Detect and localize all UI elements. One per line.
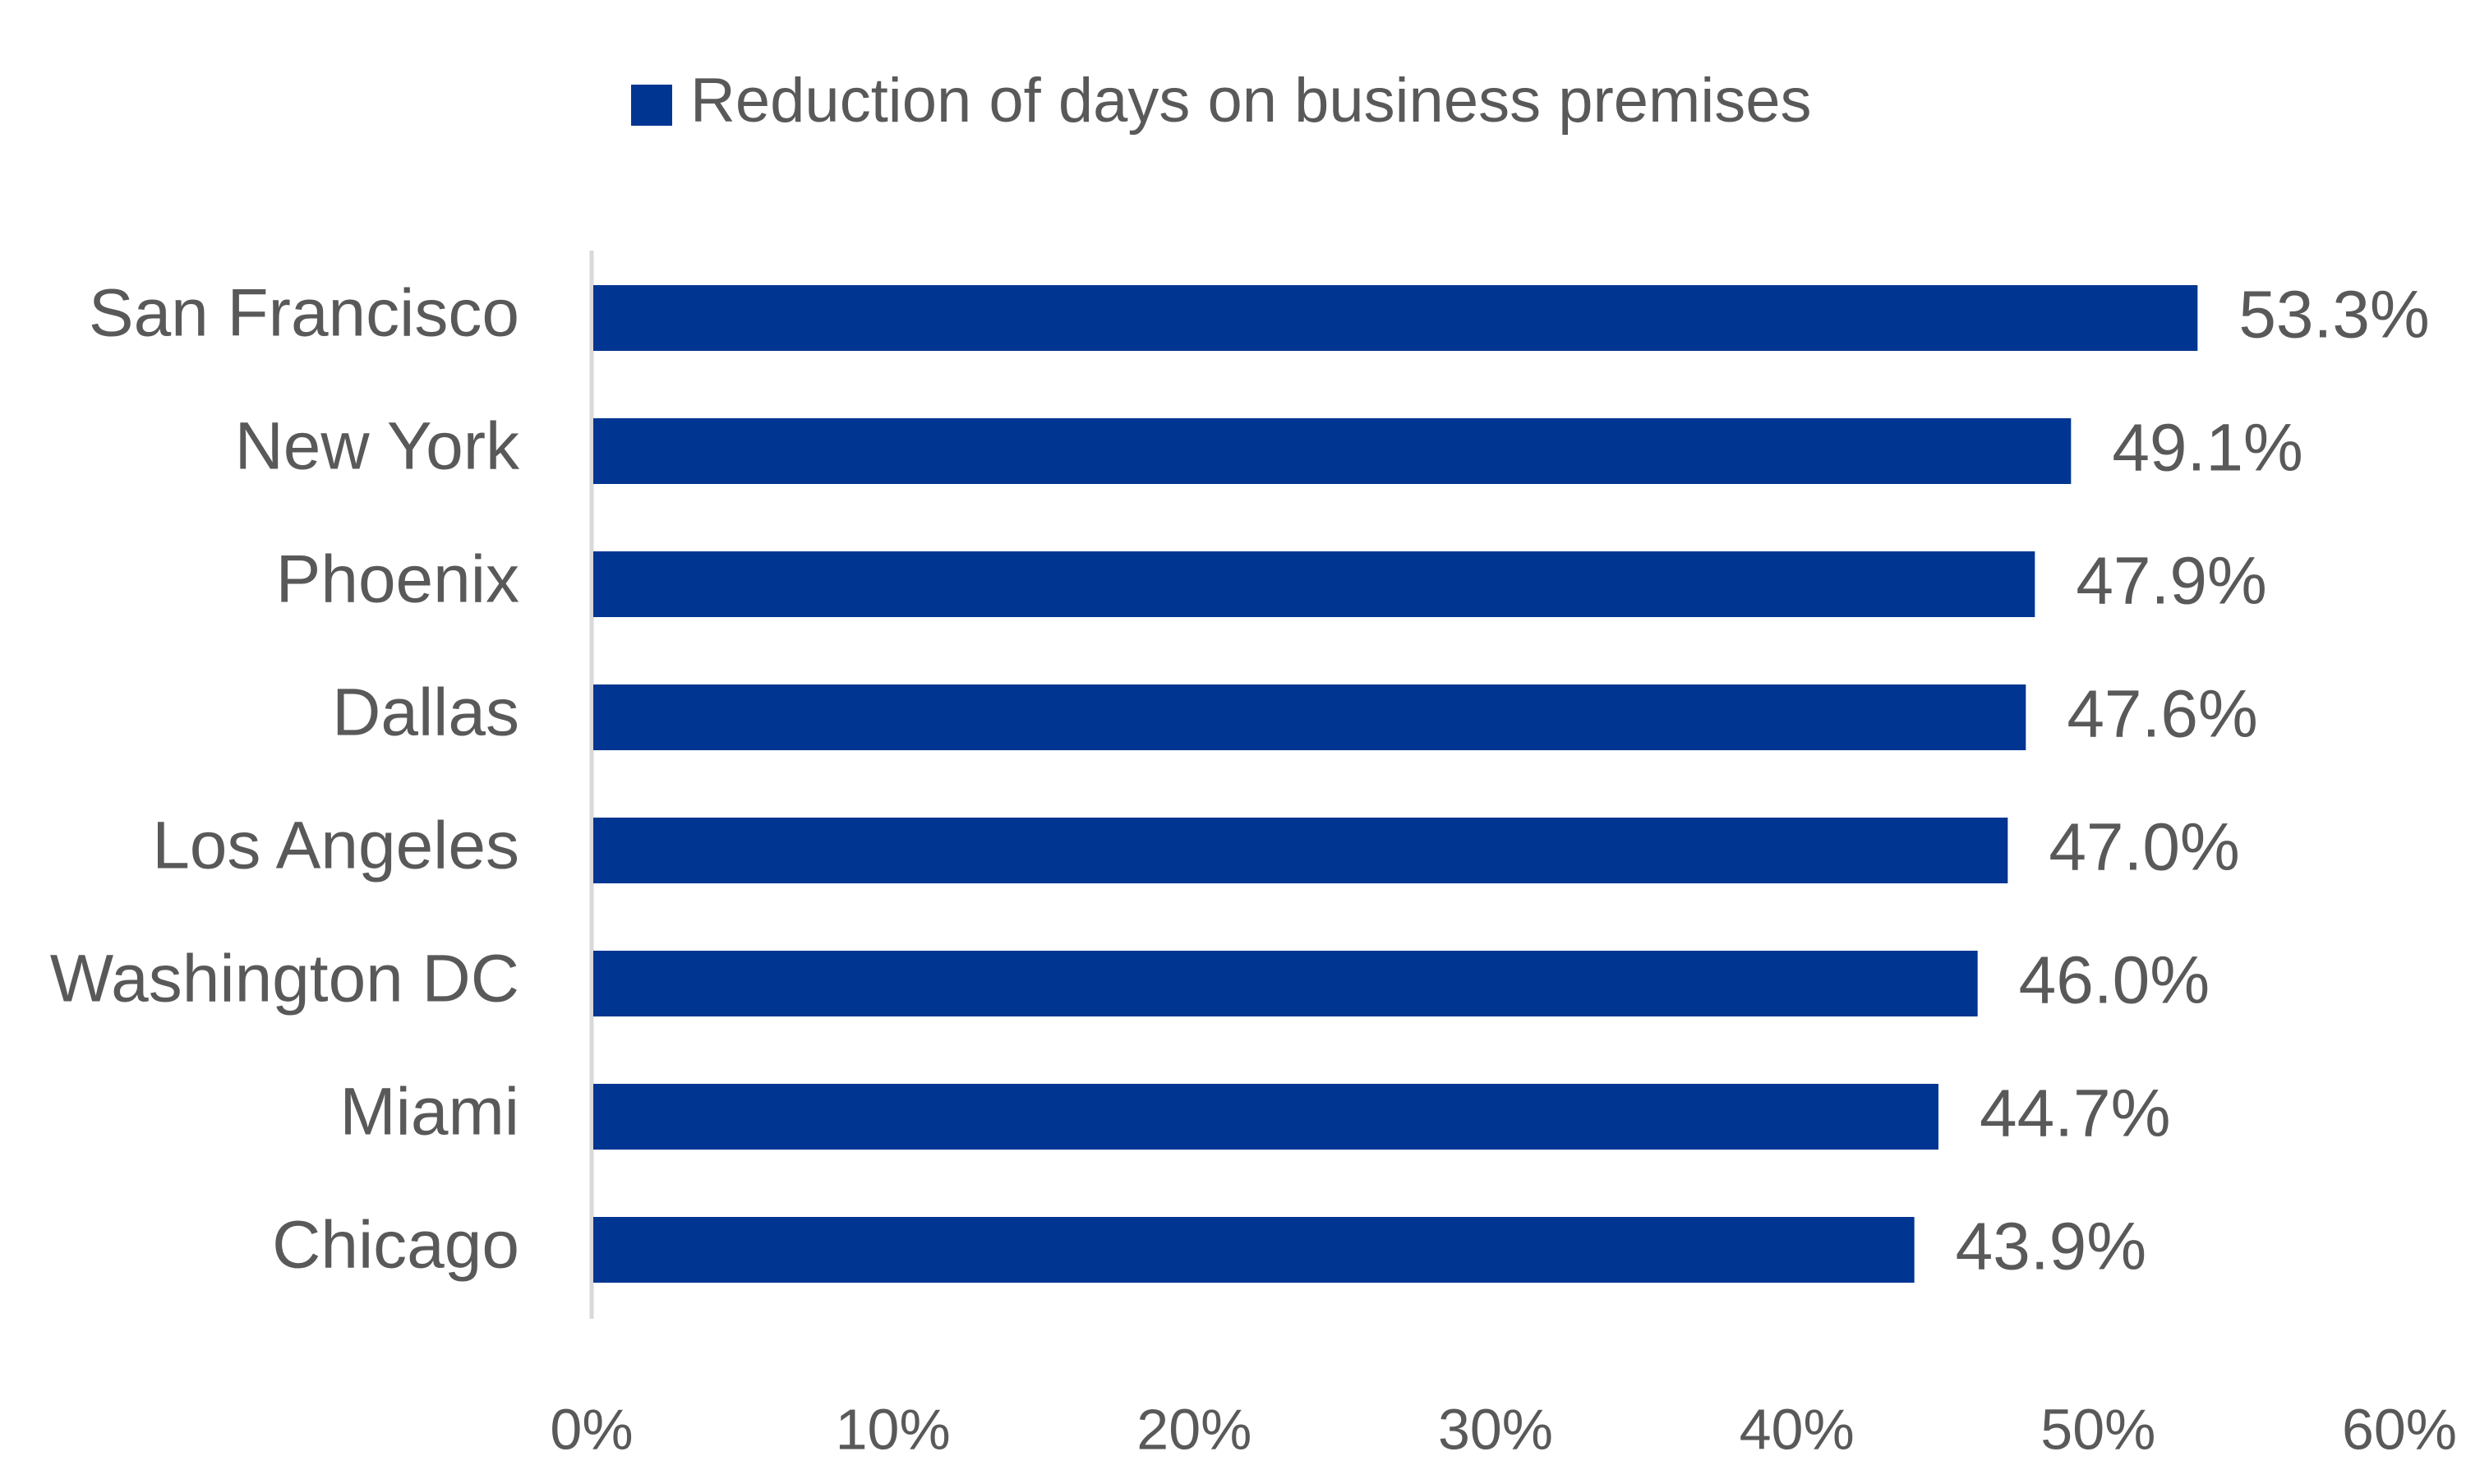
bar — [593, 285, 2198, 351]
x-tick-label: 60% — [2342, 1397, 2457, 1461]
data-label: 47.0% — [2049, 810, 2240, 885]
category-label: San Francisco — [89, 276, 519, 351]
x-tick-label: 40% — [1740, 1397, 1855, 1461]
legend: Reduction of days on business premises — [631, 66, 1812, 136]
category-label: Miami — [339, 1075, 519, 1150]
bar — [593, 951, 1978, 1016]
bar — [593, 418, 2072, 484]
x-tick-label: 10% — [836, 1397, 951, 1461]
data-label: 46.0% — [2019, 943, 2210, 1018]
x-tick-label: 0% — [550, 1397, 633, 1461]
data-label: 49.1% — [2112, 411, 2303, 486]
data-label: 43.9% — [1956, 1210, 2147, 1284]
bar — [593, 1217, 1915, 1283]
x-tick-label: 50% — [2040, 1397, 2155, 1461]
category-label: New York — [235, 409, 520, 484]
category-label: Los Angeles — [152, 809, 519, 883]
category-label: Dallas — [332, 675, 519, 750]
data-label: 53.3% — [2238, 278, 2430, 353]
bar — [593, 684, 2026, 750]
data-label: 44.7% — [1980, 1076, 2171, 1151]
legend-label: Reduction of days on business premises — [690, 66, 1812, 136]
legend-swatch — [631, 85, 672, 126]
bar — [593, 1084, 1938, 1150]
data-labels: 53.3% 49.1% 47.9% 47.6% 47.0% 46.0% 44.7% 43.9% — [1956, 278, 2430, 1284]
x-tick-label: 30% — [1438, 1397, 1553, 1461]
bars — [593, 285, 2198, 1283]
data-label: 47.6% — [2067, 677, 2258, 752]
category-label: Phoenix — [276, 542, 519, 617]
bar — [593, 551, 2035, 617]
x-tick-label: 20% — [1136, 1397, 1251, 1461]
bar — [593, 818, 2008, 883]
x-axis-tick-labels: 0% 10% 20% 30% 40% 50% 60% — [550, 1397, 2457, 1461]
category-labels: San Francisco New York Phoenix Dallas Los An… — [50, 276, 520, 1283]
category-label: Washington DC — [50, 942, 519, 1016]
category-label: Chicago — [272, 1208, 519, 1283]
data-label: 47.9% — [2076, 544, 2267, 619]
